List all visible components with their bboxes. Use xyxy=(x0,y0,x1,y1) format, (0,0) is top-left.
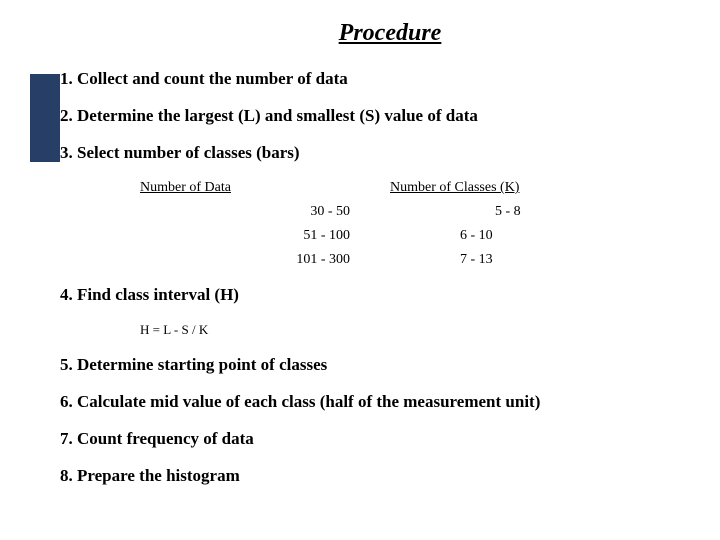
step-7: 7. Count frequency of data xyxy=(50,429,670,449)
step-4: 4. Find class interval (H) xyxy=(50,285,670,305)
table-header-col1: Number of Data xyxy=(140,180,390,196)
step-8: 8. Prepare the histogram xyxy=(50,466,670,486)
table-row: 30 - 50 5 - 8 xyxy=(140,204,670,220)
class-table: Number of Data Number of Classes (K) 30 … xyxy=(140,180,670,268)
table-cell: 7 - 13 xyxy=(460,252,493,268)
page-title: Procedure xyxy=(50,20,670,47)
table-header: Number of Data Number of Classes (K) xyxy=(140,180,670,196)
step-1: 1. Collect and count the number of data xyxy=(50,69,670,89)
table-cell: 5 - 8 xyxy=(460,204,521,220)
table-row: 51 - 100 6 - 10 xyxy=(140,228,670,244)
step-2: 2. Determine the largest (L) and smalles… xyxy=(50,106,670,126)
step-5: 5. Determine starting point of classes xyxy=(50,355,670,375)
table-header-col2: Number of Classes (K) xyxy=(390,180,519,196)
table-row: 101 - 300 7 - 13 xyxy=(140,252,670,268)
table-cell: 30 - 50 xyxy=(140,204,460,220)
formula: H = L - S / K xyxy=(140,322,670,338)
step-3: 3. Select number of classes (bars) xyxy=(50,143,670,163)
table-cell: 101 - 300 xyxy=(140,252,460,268)
table-cell: 6 - 10 xyxy=(460,228,493,244)
page-container: Procedure 1. Collect and count the numbe… xyxy=(0,0,720,486)
table-cell: 51 - 100 xyxy=(140,228,460,244)
step-6: 6. Calculate mid value of each class (ha… xyxy=(50,392,670,412)
